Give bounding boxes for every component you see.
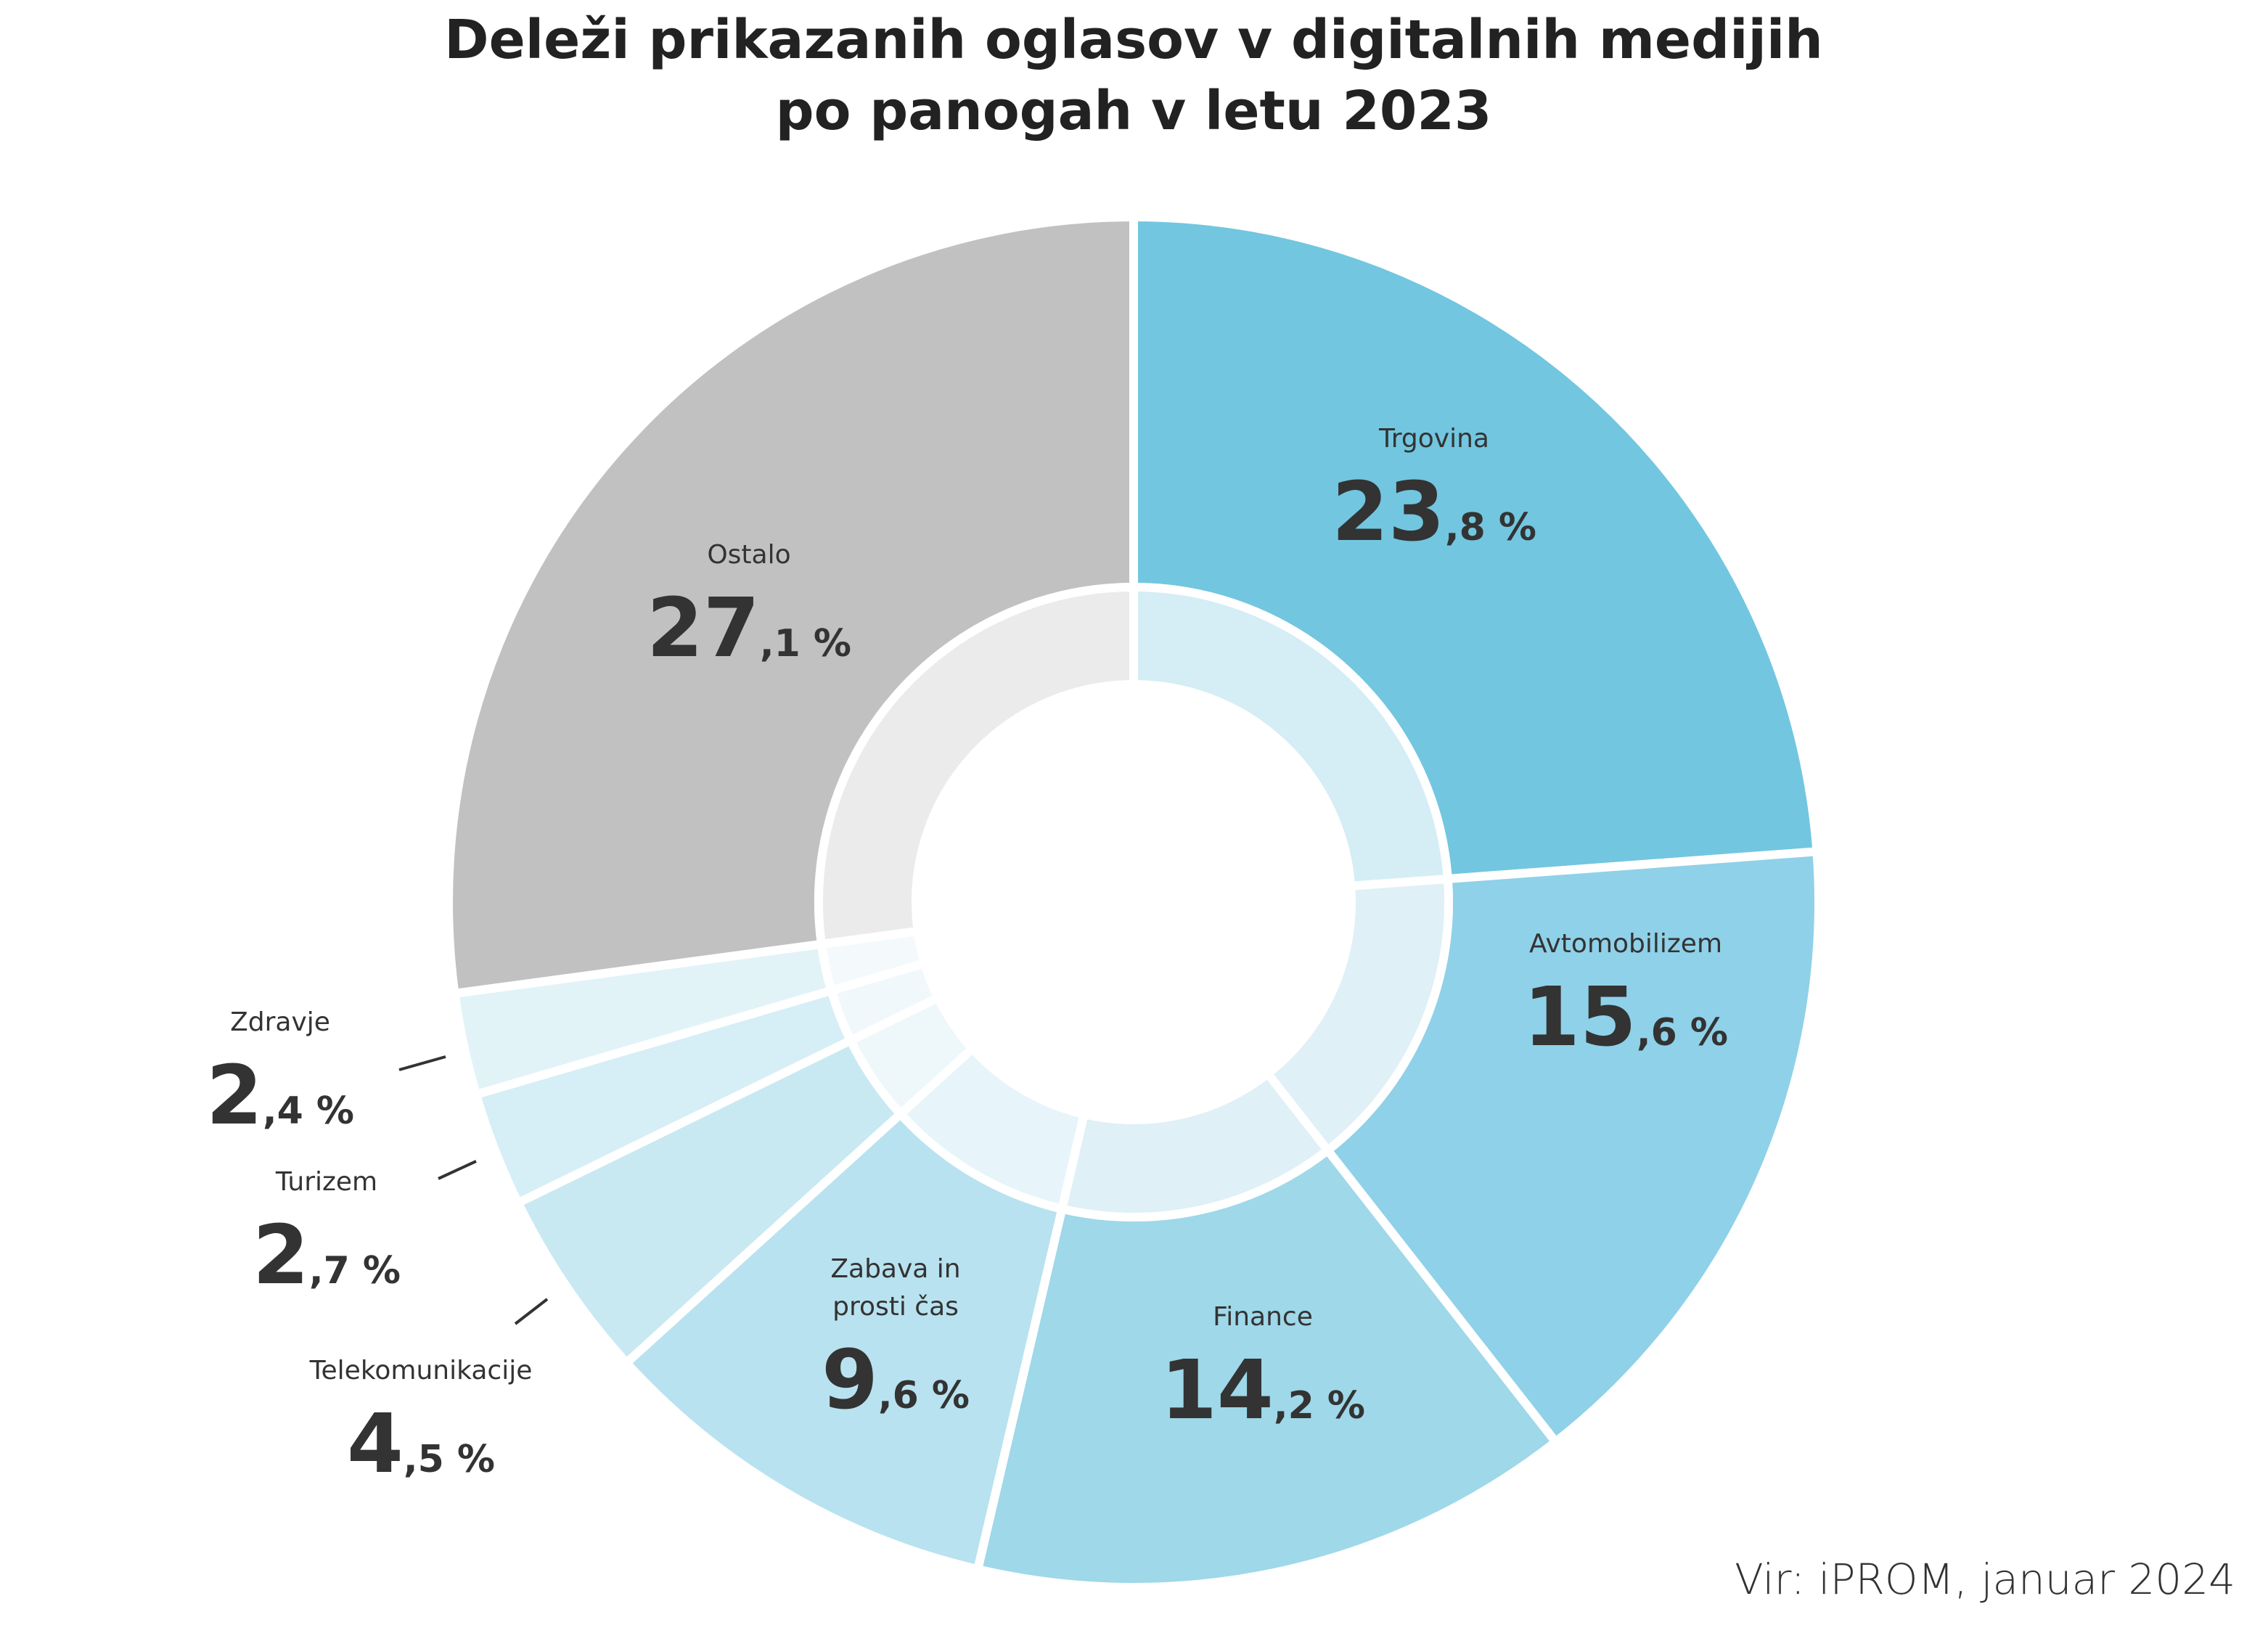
leader-line	[438, 1160, 477, 1180]
slice-label: Avtomobilizem	[1529, 929, 1722, 959]
slice-value: 4,5 %	[347, 1397, 495, 1491]
slice-label: Ostalo	[707, 540, 790, 570]
leader-lines	[398, 1055, 549, 1325]
leader-line	[398, 1055, 446, 1071]
slice-value: 14,2 %	[1160, 1343, 1365, 1438]
slice-inner-ostalo	[814, 582, 1138, 949]
chart-title-line-2: po panogah v letu 2023	[776, 80, 1492, 142]
slice-label: Telekomunikacije	[309, 1356, 533, 1386]
slice-label: prosti čas	[832, 1292, 959, 1322]
slice-label: Finance	[1213, 1302, 1313, 1332]
slice-label: Turizem	[275, 1167, 377, 1197]
slice-value: 23,8 %	[1332, 465, 1536, 560]
chart-title-line-1: Deleži prikazanih oglasov v digitalnih m…	[444, 9, 1823, 71]
slice-value: 27,1 %	[647, 581, 851, 676]
slice-value: 15,6 %	[1523, 970, 1728, 1065]
source-note: Vir: iPROM, januar 2024	[1735, 1555, 2235, 1604]
slice-inner-trgovina	[1129, 582, 1453, 891]
slice-label: Trgovina	[1378, 424, 1489, 454]
slice-value: 9,6 %	[822, 1333, 970, 1428]
leader-line	[514, 1298, 549, 1325]
slice-label: Zdravje	[230, 1007, 330, 1037]
slice-value: 2,4 %	[206, 1049, 354, 1143]
slice-labels: Trgovina 23,8 % Avtomobilizem 15,6 % Finance…	[206, 424, 1728, 1491]
slice-value: 2,7 %	[253, 1208, 401, 1303]
slice-label: Zabava in	[830, 1254, 960, 1284]
slices	[444, 212, 1823, 1592]
